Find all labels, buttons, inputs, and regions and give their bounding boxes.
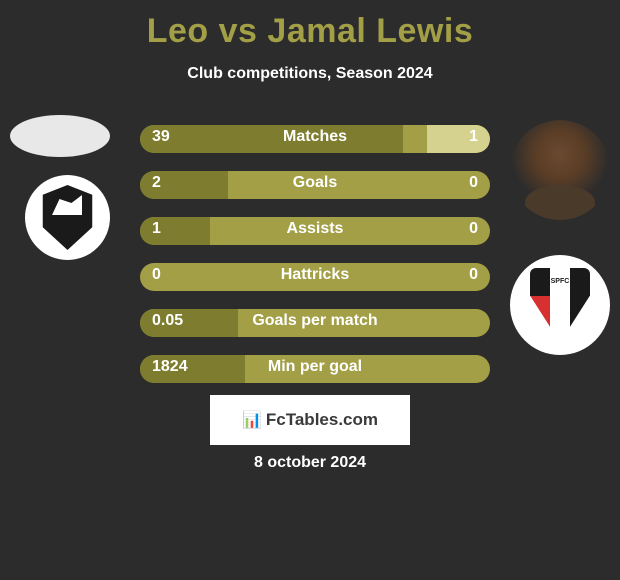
watermark: 📊 FcTables.com [210, 395, 410, 445]
comparison-subtitle: Club competitions, Season 2024 [0, 65, 620, 83]
stat-row: 0Hattricks0 [140, 263, 490, 291]
comparison-title: Leo vs Jamal Lewis [0, 0, 620, 51]
stat-row: 1Assists0 [140, 217, 490, 245]
stat-value-right: 0 [469, 174, 478, 192]
player-left-photo [10, 115, 110, 157]
stat-label: Goals [140, 174, 490, 192]
stat-label: Min per goal [140, 358, 490, 376]
stat-row: 0.05Goals per match [140, 309, 490, 337]
stat-label: Hattricks [140, 266, 490, 284]
club-left-badge [25, 175, 110, 260]
stat-value-right: 0 [469, 220, 478, 238]
player-right-photo [510, 120, 610, 220]
stat-row: 39Matches1 [140, 125, 490, 153]
stat-row: 2Goals0 [140, 171, 490, 199]
stats-chart: 39Matches12Goals01Assists00Hattricks00.0… [140, 125, 490, 401]
stat-label: Goals per match [140, 312, 490, 330]
stat-label: Matches [140, 128, 490, 146]
stat-row: 1824Min per goal [140, 355, 490, 383]
chart-icon: 📊 [242, 410, 262, 430]
stat-label: Assists [140, 220, 490, 238]
watermark-text: FcTables.com [266, 410, 378, 430]
date-label: 8 october 2024 [0, 454, 620, 472]
club-right-badge: SPFC [510, 255, 610, 355]
stat-value-right: 0 [469, 266, 478, 284]
stat-value-right: 1 [469, 128, 478, 146]
